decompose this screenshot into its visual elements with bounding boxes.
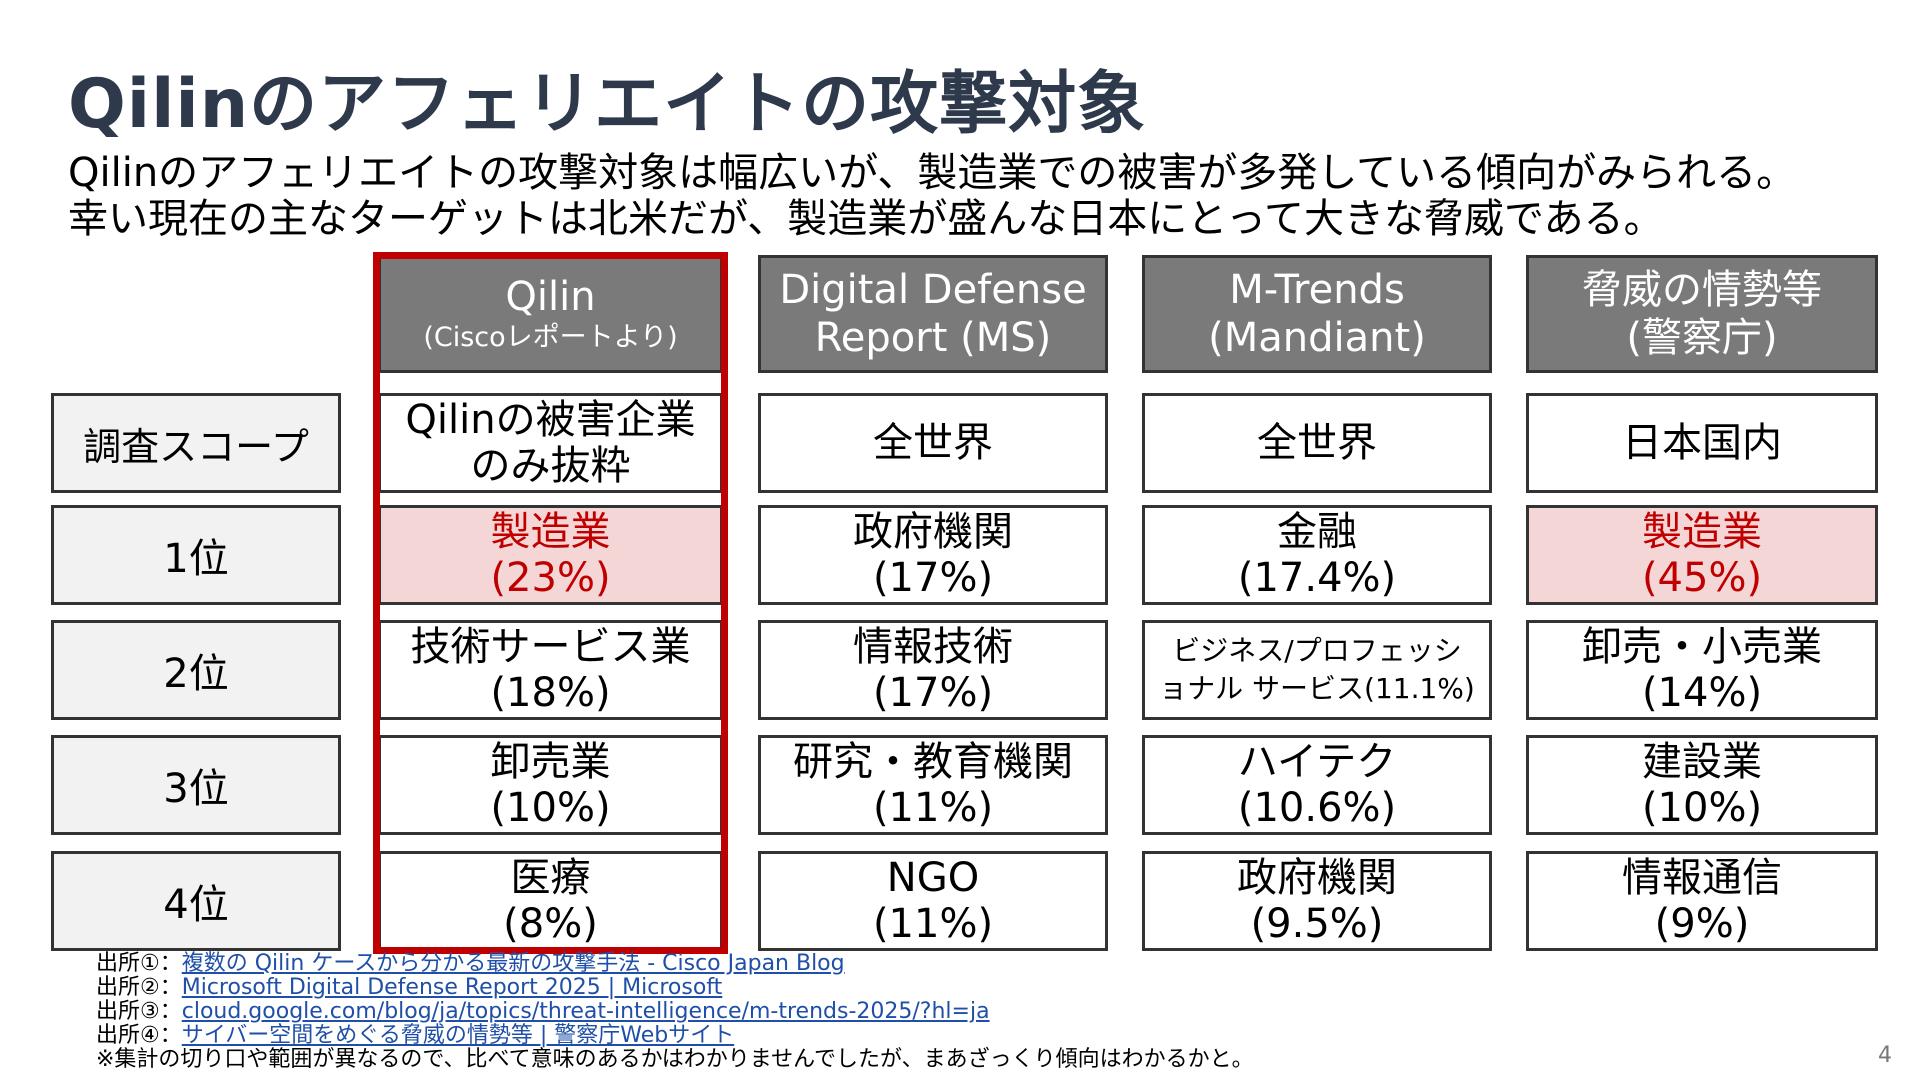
ms-rank-3-cell: 研究・教育機関 (11%): [758, 735, 1108, 835]
industry-name: 製造業: [490, 509, 611, 555]
ms-scope-cell: 全世界: [758, 393, 1108, 493]
mtrends-rank-4-cell: 政府機関 (9.5%): [1142, 851, 1492, 951]
source-prefix: 出所④：: [96, 1023, 182, 1048]
industry-name: 製造業: [1642, 509, 1762, 555]
row-label-scope: 調査スコープ: [51, 393, 341, 493]
description-line-1: Qilinのアフェリエイトの攻撃対象は幅広いが、製造業での被害が多発している傾向…: [68, 150, 1797, 196]
sources-block: 出所①：複数の Qilin ケースから分かる最新の攻撃手法 - Cisco Ja…: [96, 952, 1254, 1072]
industry-percent: (45%): [1641, 555, 1763, 601]
footnote: ※集計の切り口や範囲が異なるので、比べて意味のあるかはわかりませんでしたが、まあ…: [96, 1047, 1254, 1072]
industry-percent: (17%): [872, 670, 994, 716]
source-line-2: 出所②：Microsoft Digital Defense Report 202…: [96, 976, 1254, 1000]
npa-rank-1-cell: 製造業 (45%): [1526, 505, 1878, 605]
npa-scope-cell: 日本国内: [1526, 393, 1878, 493]
column-header-subtitle: (Ciscoレポートより): [423, 322, 678, 353]
npa-rank-2-cell: 卸売・小売業 (14%): [1526, 620, 1878, 720]
industry-name: 医療: [510, 855, 591, 901]
industry-name: 建設業: [1642, 739, 1762, 785]
industry-percent: (18%): [490, 670, 611, 716]
qilin-rank-2-cell: 技術サービス業 (18%): [378, 620, 723, 720]
row-label-rank-3: 3位: [51, 735, 341, 835]
source-prefix: 出所①：: [96, 951, 182, 976]
cell-line: 全世界: [873, 420, 993, 466]
industry-name: ハイテク: [1237, 739, 1397, 785]
industry-percent: (17.4%): [1237, 555, 1397, 601]
column-header-title: M-Trends: [1229, 267, 1405, 313]
row-label-rank-2: 2位: [51, 620, 341, 720]
slide-title: Qilinのアフェリエイトの攻撃対象: [68, 65, 1147, 144]
page-number: 4: [1878, 1043, 1892, 1068]
cell-line: のみ抜粋: [470, 443, 631, 489]
description-line-2: 幸い現在の主なターゲットは北米だが、製造業が盛んな日本にとって大きな脅威である。: [68, 196, 1664, 242]
industry-percent: (11%): [872, 785, 994, 831]
industry-name: 政府機関: [853, 509, 1013, 555]
industry-name: NGO: [886, 855, 980, 901]
row-label-rank-1: 1位: [51, 505, 341, 605]
column-header-npa: 脅威の情勢等 (警察庁): [1526, 255, 1878, 373]
industry-name: 情報通信: [1622, 855, 1782, 901]
column-header-m-trends: M-Trends (Mandiant): [1142, 255, 1492, 373]
row-label-rank-4: 4位: [51, 851, 341, 951]
qilin-rank-4-cell: 医療 (8%): [378, 851, 723, 951]
industry-name: 情報技術: [853, 624, 1013, 670]
industry-percent: (9.5%): [1250, 901, 1384, 947]
industry-percent: (11%): [872, 901, 994, 947]
industry-percent: (14%): [1641, 670, 1763, 716]
industry-name: 研究・教育機関: [793, 739, 1073, 785]
column-header-subtitle: Report (MS): [814, 315, 1052, 361]
ms-rank-1-cell: 政府機関 (17%): [758, 505, 1108, 605]
qilin-rank-1-cell: 製造業 (23%): [378, 505, 723, 605]
qilin-rank-3-cell: 卸売業 (10%): [378, 735, 723, 835]
ms-rank-4-cell: NGO (11%): [758, 851, 1108, 951]
npa-rank-3-cell: 建設業 (10%): [1526, 735, 1878, 835]
cell-line: 全世界: [1257, 420, 1377, 466]
industry-name: 技術サービス業: [410, 624, 691, 670]
mtrends-rank-1-cell: 金融 (17.4%): [1142, 505, 1492, 605]
column-header-digital-defense: Digital Defense Report (MS): [758, 255, 1108, 373]
industry-percent: ョナル サービス(11.1%): [1159, 672, 1475, 705]
industry-percent: (8%): [503, 901, 598, 947]
industry-name: 卸売業: [490, 739, 611, 785]
industry-name: 政府機関: [1237, 855, 1397, 901]
mtrends-scope-cell: 全世界: [1142, 393, 1492, 493]
mtrends-rank-2-cell: ビジネス/プロフェッシ ョナル サービス(11.1%): [1142, 620, 1492, 720]
industry-name: 卸売・小売業: [1582, 624, 1822, 670]
column-header-title: Qilin: [505, 274, 596, 320]
industry-percent: (9%): [1654, 901, 1750, 947]
slide-description: Qilinのアフェリエイトの攻撃対象は幅広いが、製造業での被害が多発している傾向…: [68, 150, 1868, 242]
qilin-scope-cell: Qilinの被害企業 のみ抜粋: [378, 393, 723, 493]
source-prefix: 出所③：: [96, 999, 182, 1024]
source-prefix: 出所②：: [96, 975, 182, 1000]
source-line-1: 出所①：複数の Qilin ケースから分かる最新の攻撃手法 - Cisco Ja…: [96, 952, 1254, 976]
column-header-subtitle: (Mandiant): [1208, 315, 1426, 361]
industry-percent: (10%): [490, 785, 611, 831]
industry-name: ビジネス/プロフェッシ: [1172, 634, 1462, 667]
industry-name: 金融: [1277, 509, 1357, 555]
industry-percent: (23%): [490, 555, 611, 601]
ms-rank-2-cell: 情報技術 (17%): [758, 620, 1108, 720]
source-link-microsoft[interactable]: Microsoft Digital Defense Report 2025 | …: [181, 975, 723, 1000]
column-header-subtitle: (警察庁): [1626, 315, 1778, 361]
source-line-4: 出所④：サイバー空間をめぐる脅威の情勢等 | 警察庁Webサイト: [96, 1024, 1254, 1048]
column-header-qilin: Qilin (Ciscoレポートより): [378, 255, 723, 373]
column-header-title: Digital Defense: [779, 267, 1087, 313]
source-line-3: 出所③：cloud.google.com/blog/ja/topics/thre…: [96, 1000, 1254, 1024]
industry-percent: (17%): [872, 555, 994, 601]
column-header-title: 脅威の情勢等: [1582, 267, 1822, 313]
industry-percent: (10.6%): [1237, 785, 1397, 831]
source-link-cisco[interactable]: 複数の Qilin ケースから分かる最新の攻撃手法 - Cisco Japan …: [181, 951, 845, 976]
cell-line: Qilinの被害企業: [405, 397, 696, 443]
source-link-mtrends[interactable]: cloud.google.com/blog/ja/topics/threat-i…: [181, 999, 990, 1024]
industry-percent: (10%): [1641, 785, 1763, 831]
npa-rank-4-cell: 情報通信 (9%): [1526, 851, 1878, 951]
mtrends-rank-3-cell: ハイテク (10.6%): [1142, 735, 1492, 835]
cell-line: 日本国内: [1622, 420, 1782, 466]
source-link-npa[interactable]: サイバー空間をめぐる脅威の情勢等 | 警察庁Webサイト: [181, 1023, 735, 1048]
